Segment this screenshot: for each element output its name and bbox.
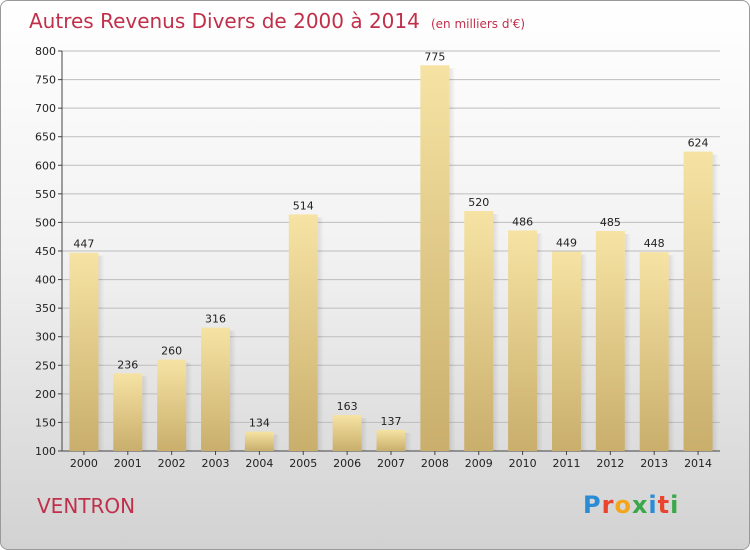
title-row: Autres Revenus Divers de 2000 à 2014 (en… bbox=[29, 9, 525, 33]
bar-shadow bbox=[668, 255, 675, 451]
y-tick-label: 200 bbox=[35, 388, 56, 401]
data-label: 448 bbox=[644, 237, 665, 250]
bar-shadow bbox=[98, 255, 105, 451]
x-tick-label: 2000 bbox=[70, 457, 98, 470]
bar bbox=[376, 429, 406, 451]
y-tick-label: 600 bbox=[35, 159, 56, 172]
bar-shadow bbox=[580, 254, 587, 451]
bar-shadow bbox=[712, 154, 719, 452]
bar-shadow bbox=[537, 233, 544, 451]
bar bbox=[113, 373, 143, 451]
data-label: 163 bbox=[337, 400, 358, 413]
bar-shadow bbox=[624, 234, 631, 451]
x-tick-label: 2003 bbox=[202, 457, 230, 470]
bar bbox=[157, 359, 187, 451]
x-tick-label: 2001 bbox=[114, 457, 142, 470]
y-tick-label: 250 bbox=[35, 359, 56, 372]
y-tick-label: 550 bbox=[35, 188, 56, 201]
y-tick-label: 700 bbox=[35, 102, 56, 115]
y-tick-label: 100 bbox=[35, 445, 56, 458]
data-label: 447 bbox=[73, 238, 94, 251]
chart-title: Autres Revenus Divers de 2000 à 2014 bbox=[29, 9, 420, 33]
bar-shadow bbox=[405, 432, 412, 451]
data-label: 236 bbox=[117, 358, 138, 371]
bar bbox=[464, 211, 494, 451]
x-tick-label: 2006 bbox=[333, 457, 361, 470]
data-labels: 447 236 260 316 134 514 163 137 775 520 486 449 485 4… bbox=[73, 50, 708, 429]
data-label: 260 bbox=[161, 345, 182, 358]
proxiti-logo[interactable]: Proxiti bbox=[583, 491, 679, 519]
bar bbox=[420, 65, 450, 452]
y-tick-label: 300 bbox=[35, 331, 56, 344]
x-tick-label: 2009 bbox=[465, 457, 493, 470]
logo-letter: t bbox=[657, 491, 671, 519]
x-tick-label: 2002 bbox=[158, 457, 186, 470]
data-label: 137 bbox=[381, 415, 402, 428]
bar bbox=[201, 327, 231, 451]
y-tick-label: 750 bbox=[35, 74, 56, 87]
data-label: 316 bbox=[205, 313, 226, 326]
x-tick-label: 2014 bbox=[684, 457, 712, 470]
bar bbox=[683, 151, 713, 452]
bar-shadow bbox=[230, 330, 237, 451]
bars bbox=[69, 65, 719, 452]
y-tick-label: 150 bbox=[35, 416, 56, 429]
location-name: VENTRON bbox=[37, 494, 136, 518]
bar-shadow bbox=[317, 217, 324, 451]
y-tick-label: 500 bbox=[35, 216, 56, 229]
data-label: 624 bbox=[688, 137, 709, 150]
bar bbox=[288, 214, 318, 451]
x-tick-label: 2004 bbox=[245, 457, 273, 470]
data-label: 486 bbox=[512, 215, 533, 228]
x-tick-label: 2011 bbox=[552, 457, 580, 470]
bar bbox=[551, 251, 581, 451]
logo-letter: P bbox=[583, 491, 602, 519]
bar-shadow bbox=[273, 434, 280, 451]
bar bbox=[69, 252, 99, 451]
y-tick-label: 400 bbox=[35, 274, 56, 287]
bar-shadow bbox=[186, 362, 193, 451]
data-label: 134 bbox=[249, 417, 270, 430]
bar-shadow bbox=[142, 376, 149, 451]
logo-letter: r bbox=[601, 491, 615, 519]
bar bbox=[508, 230, 538, 451]
y-tick-label: 450 bbox=[35, 245, 56, 258]
x-tick-label: 2012 bbox=[596, 457, 624, 470]
x-tick-label: 2005 bbox=[289, 457, 317, 470]
bar bbox=[244, 431, 274, 451]
bar-shadow bbox=[493, 214, 500, 451]
x-tick-label: 2010 bbox=[509, 457, 537, 470]
bar bbox=[639, 252, 669, 451]
data-label: 775 bbox=[424, 50, 445, 63]
data-label: 485 bbox=[600, 216, 621, 229]
bar-shadow bbox=[449, 68, 456, 452]
data-label: 520 bbox=[468, 196, 489, 209]
y-tick-label: 350 bbox=[35, 302, 56, 315]
bar bbox=[332, 415, 362, 451]
bar bbox=[595, 231, 625, 451]
logo-letter: o bbox=[614, 491, 632, 519]
chart-unit: (en milliers d'€) bbox=[430, 17, 526, 31]
x-tick-label: 2013 bbox=[640, 457, 668, 470]
logo-letter: i bbox=[670, 491, 680, 519]
x-tick-label: 2008 bbox=[421, 457, 449, 470]
bar-shadow bbox=[361, 418, 368, 451]
y-tick-label: 800 bbox=[35, 45, 56, 58]
data-label: 514 bbox=[293, 199, 314, 212]
x-tick-label: 2007 bbox=[377, 457, 405, 470]
y-tick-label: 650 bbox=[35, 131, 56, 144]
data-label: 449 bbox=[556, 237, 577, 250]
logo-letter: x bbox=[631, 491, 649, 519]
logo-letter: i bbox=[648, 491, 658, 519]
